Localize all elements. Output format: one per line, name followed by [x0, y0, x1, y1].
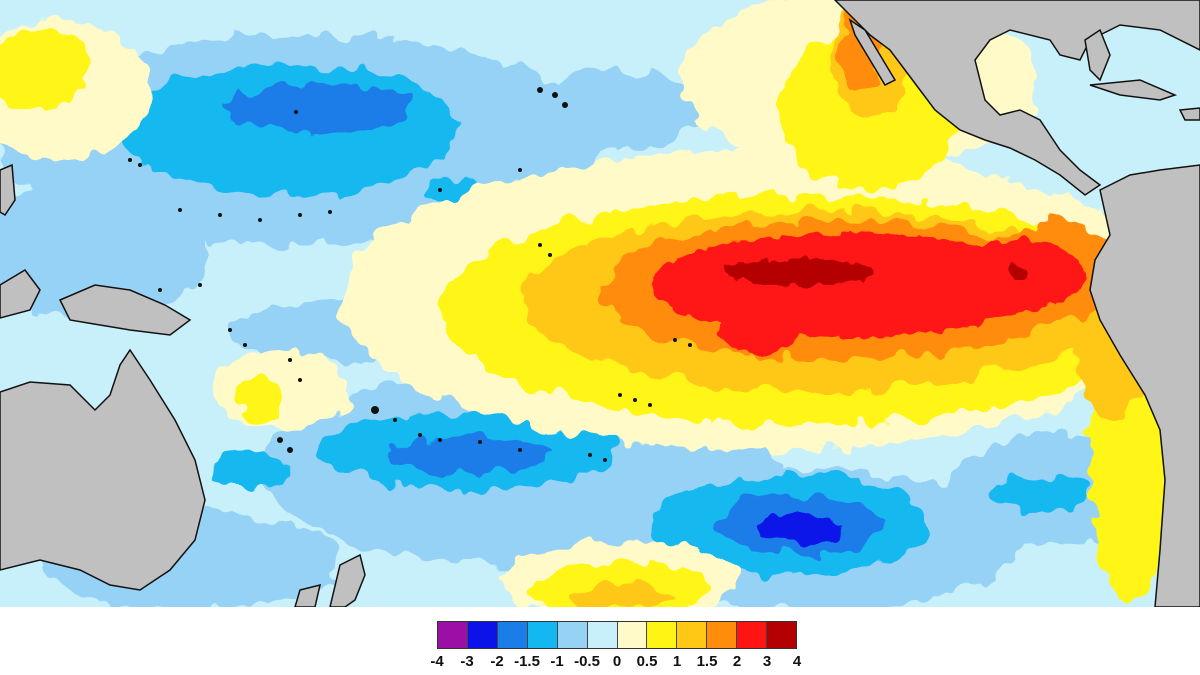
- legend-swatch-1: [467, 622, 498, 648]
- map-canvas: [0, 0, 1200, 607]
- legend-swatch-5: [587, 622, 618, 648]
- anomaly-minus-2: [758, 513, 842, 543]
- land-hispaniola: [1178, 107, 1200, 121]
- color-scale-legend: -4 -3 -2 -1.5 -1 -0.5 0 0.5 1 1.5 2 3 4: [0, 607, 1200, 675]
- legend-tick-label: 2: [732, 653, 742, 670]
- legend-tick-label: -4: [430, 653, 444, 670]
- legend-swatch-7: [647, 622, 678, 648]
- legend-tick-label: -1: [550, 653, 564, 670]
- land-borneo: [0, 269, 41, 319]
- land-florida: [1084, 28, 1111, 82]
- anomaly-plus-3: [725, 258, 1027, 286]
- sst-anomaly-map: [0, 0, 1200, 607]
- land-philippines: [0, 163, 16, 217]
- pacific-islands: [128, 87, 692, 462]
- anomaly-minus-1.5: [225, 83, 885, 555]
- legend-swatch-0: [438, 622, 468, 648]
- land-new-zealand: [329, 553, 366, 607]
- legend-swatch-3: [527, 622, 558, 648]
- legend-tick-label: 3: [762, 653, 772, 670]
- land-nz-south: [294, 583, 322, 607]
- legend-swatch-4: [557, 622, 588, 648]
- legend-tick-label: 0.5: [636, 653, 658, 670]
- land-cuba: [1089, 79, 1178, 101]
- legend-swatch-11: [767, 622, 797, 648]
- legend-swatch-6: [617, 622, 648, 648]
- anomaly-core: [650, 233, 1085, 355]
- legend-tick-label: -1.5: [514, 653, 540, 670]
- land-baja-california: [848, 18, 897, 86]
- land-australia: [0, 348, 206, 591]
- legend-tick-label: 1: [672, 653, 682, 670]
- legend-tick-label: 0: [612, 653, 622, 670]
- land-new-guinea: [58, 284, 192, 336]
- legend-color-bar: [437, 621, 797, 649]
- landmasses: [0, 0, 1200, 607]
- legend-swatch-9: [707, 622, 738, 648]
- legend-swatch-10: [737, 622, 768, 648]
- legend-swatch-2: [497, 622, 528, 648]
- legend-swatch-8: [677, 622, 708, 648]
- legend-tick-label: -2: [490, 653, 504, 670]
- legend-tick-labels: -4 -3 -2 -1.5 -1 -0.5 0 0.5 1 1.5 2 3 4: [430, 653, 801, 673]
- land-south-america: [1089, 164, 1200, 607]
- legend-tick-label: -3: [460, 653, 474, 670]
- legend-tick-label: -0.5: [574, 653, 600, 670]
- legend-tick-label: 4: [792, 653, 802, 670]
- legend-tick-label: 1.5: [696, 653, 718, 670]
